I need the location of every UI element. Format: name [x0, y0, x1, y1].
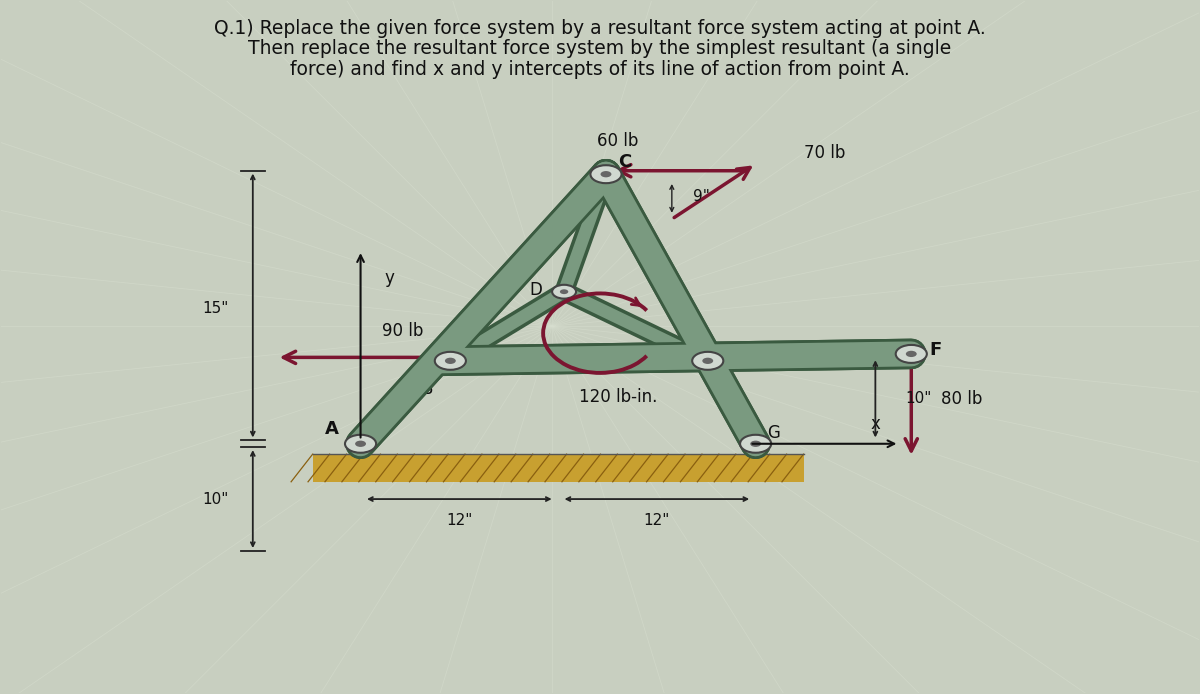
Circle shape: [344, 434, 376, 452]
Text: 70 lb: 70 lb: [804, 144, 845, 162]
Circle shape: [434, 352, 466, 370]
Text: D: D: [529, 281, 542, 299]
Text: Then replace the resultant force system by the simplest resultant (a single: Then replace the resultant force system …: [248, 40, 952, 58]
Text: 10": 10": [203, 491, 229, 507]
Text: 15": 15": [203, 301, 229, 316]
Circle shape: [692, 352, 724, 370]
Text: 90 lb: 90 lb: [382, 322, 424, 340]
Text: 9": 9": [694, 189, 710, 204]
Text: 60 lb: 60 lb: [598, 132, 638, 150]
Text: 10": 10": [905, 391, 931, 407]
Text: Q.1) Replace the given force system by a resultant force system acting at point : Q.1) Replace the given force system by a…: [214, 19, 986, 37]
Circle shape: [445, 357, 456, 364]
Text: F: F: [929, 341, 942, 359]
Circle shape: [600, 171, 612, 178]
Text: 12": 12": [446, 513, 473, 528]
Text: E: E: [722, 380, 732, 398]
Circle shape: [560, 289, 569, 294]
Text: C: C: [618, 153, 631, 171]
Circle shape: [702, 357, 713, 364]
Circle shape: [895, 345, 926, 363]
Circle shape: [906, 350, 917, 357]
Circle shape: [750, 441, 761, 447]
Circle shape: [552, 285, 576, 298]
Text: B: B: [421, 380, 432, 398]
Text: y: y: [384, 269, 395, 287]
Text: 12": 12": [643, 513, 670, 528]
Circle shape: [590, 165, 622, 183]
Text: force) and find x and y intercepts of its line of action from point A.: force) and find x and y intercepts of it…: [290, 60, 910, 79]
Text: A: A: [325, 421, 340, 438]
Polygon shape: [313, 454, 804, 482]
Text: 120 lb-in.: 120 lb-in.: [578, 389, 658, 407]
Text: x: x: [870, 416, 881, 433]
Circle shape: [740, 434, 772, 452]
Circle shape: [355, 441, 366, 447]
Text: G: G: [768, 425, 780, 442]
Text: 80 lb: 80 lb: [941, 390, 983, 408]
